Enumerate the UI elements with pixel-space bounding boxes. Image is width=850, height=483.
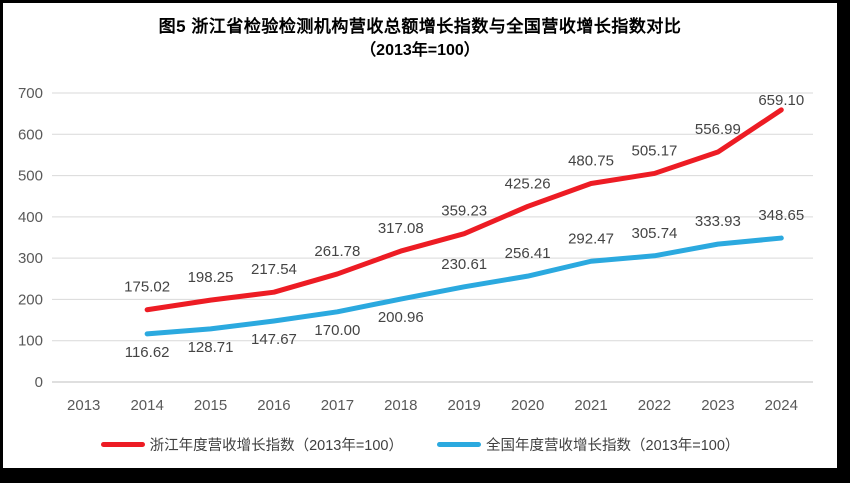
x-tick-label: 2016	[257, 397, 290, 414]
data-label: 348.65	[758, 207, 804, 224]
data-label: 359.23	[441, 203, 487, 220]
y-tick-label: 100	[18, 333, 43, 350]
data-label: 659.10	[758, 92, 804, 109]
legend-label-zhejiang: 浙江年度营收增长指数（2013年=100）	[149, 438, 403, 454]
chart-title-line1: 图5 浙江省检验检测机构营收总额增长指数与全国营收增长指数对比	[158, 17, 682, 36]
series-line-1	[144, 235, 784, 337]
data-label: 198.25	[188, 269, 234, 286]
data-label: 480.75	[568, 153, 614, 170]
data-label: 128.71	[188, 339, 234, 356]
data-label: 256.41	[505, 245, 551, 262]
x-tick-label: 2023	[701, 397, 734, 414]
data-label: 175.02	[124, 279, 170, 296]
data-label: 292.47	[568, 230, 614, 247]
data-label: 556.99	[695, 121, 741, 138]
data-label: 116.62	[125, 344, 170, 361]
data-label: 333.93	[695, 213, 741, 230]
chart-legend: 浙江年度营收增长指数（2013年=100） 全国年度营收增长指数（2013年=1…	[3, 434, 837, 455]
data-label: 217.54	[251, 261, 297, 278]
x-tick-label: 2020	[511, 397, 544, 414]
y-tick-label: 400	[18, 209, 43, 226]
legend-label-national: 全国年度营收增长指数（2013年=100）	[486, 438, 740, 454]
x-tick-label: 2013	[67, 397, 100, 414]
data-label: 505.17	[632, 142, 678, 159]
y-tick-label: 200	[18, 291, 43, 308]
series-line-0	[144, 107, 784, 313]
chart-canvas: 图5 浙江省检验检测机构营收总额增长指数与全国营收增长指数对比 （2013年=1…	[3, 3, 837, 468]
legend-item-zhejiang: 浙江年度营收增长指数（2013年=100）	[100, 434, 403, 455]
legend-line-swatch-blue	[437, 442, 481, 447]
x-tick-label: 2017	[321, 397, 354, 414]
y-tick-label: 700	[18, 85, 43, 102]
y-tick-label: 300	[18, 250, 43, 267]
data-label: 425.26	[505, 175, 551, 192]
line-chart-plot: 0 100 200 300 400 500 600 700 2013 2014 2015 2016 20…	[18, 85, 813, 414]
data-label: 230.61	[441, 256, 487, 273]
data-label: 305.74	[632, 225, 678, 242]
x-tick-label: 2022	[638, 397, 671, 414]
x-tick-label: 2019	[448, 397, 481, 414]
x-tick-label: 2021	[574, 397, 607, 414]
x-tick-label: 2024	[765, 397, 798, 414]
data-label: 170.00	[314, 322, 360, 339]
chart-title-line2: （2013年=100）	[360, 42, 480, 59]
chart-title: 图5 浙江省检验检测机构营收总额增长指数与全国营收增长指数对比 （2013年=1…	[3, 14, 837, 63]
data-label: 261.78	[314, 243, 360, 260]
data-label: 317.08	[378, 220, 424, 237]
y-tick-label: 0	[35, 374, 43, 391]
y-tick-label: 600	[18, 126, 43, 143]
x-tick-label: 2018	[384, 397, 417, 414]
data-label: 200.96	[378, 309, 424, 326]
x-tick-label: 2015	[194, 397, 227, 414]
legend-line-swatch-red	[100, 442, 145, 447]
data-label: 147.67	[251, 331, 297, 348]
legend-item-national: 全国年度营收增长指数（2013年=100）	[437, 434, 739, 455]
x-tick-label: 2014	[130, 397, 163, 414]
y-tick-label: 500	[18, 168, 43, 185]
